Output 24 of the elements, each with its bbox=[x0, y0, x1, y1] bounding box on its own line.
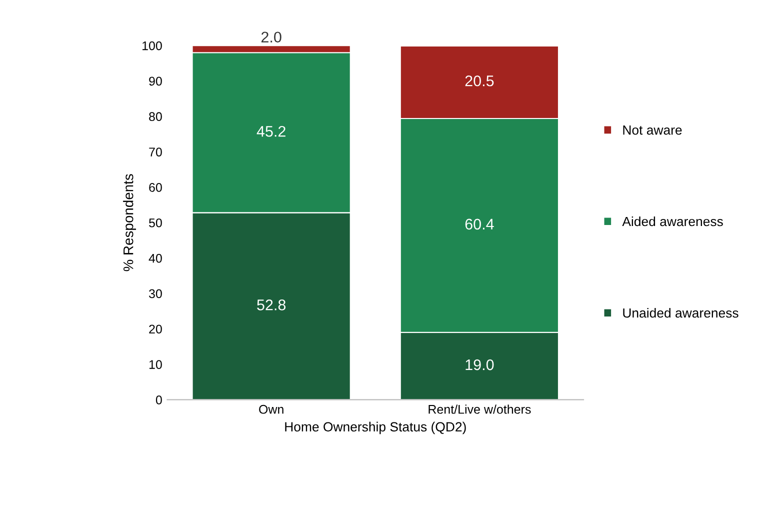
data-label: 20.5 bbox=[465, 75, 494, 86]
y-tick-label: 20 bbox=[149, 324, 162, 334]
y-tick-label: 80 bbox=[149, 112, 162, 122]
y-tick-label: 10 bbox=[149, 360, 162, 369]
data-label: 60.4 bbox=[465, 218, 494, 230]
y-tick-label: 100 bbox=[142, 41, 162, 50]
legend-label: Aided awareness bbox=[622, 216, 723, 226]
data-label: 52.8 bbox=[257, 300, 286, 310]
y-tick-label: 40 bbox=[148, 254, 162, 263]
y-tick-label: 60 bbox=[149, 183, 162, 192]
data-label: 19.0 bbox=[466, 359, 494, 370]
x-tick-label: Rent/Live w/others bbox=[428, 404, 531, 414]
data-label: 2.0 bbox=[261, 32, 282, 43]
y-tick-label: 70 bbox=[149, 148, 162, 156]
data-label: 45.2 bbox=[256, 126, 286, 137]
legend-label: Unaided awareness bbox=[623, 308, 738, 318]
y-tick-label: 50 bbox=[149, 218, 162, 228]
y-tick-label: 0 bbox=[156, 396, 162, 404]
y-tick-label: 90 bbox=[149, 76, 162, 86]
x-axis-title: Home Ownership Status (QD2) bbox=[285, 422, 466, 434]
x-tick-label: Own bbox=[259, 404, 284, 414]
y-tick-label: 30 bbox=[148, 289, 162, 298]
y-axis-title: % Respondents bbox=[123, 174, 136, 272]
legend-label: Not aware bbox=[623, 126, 682, 135]
